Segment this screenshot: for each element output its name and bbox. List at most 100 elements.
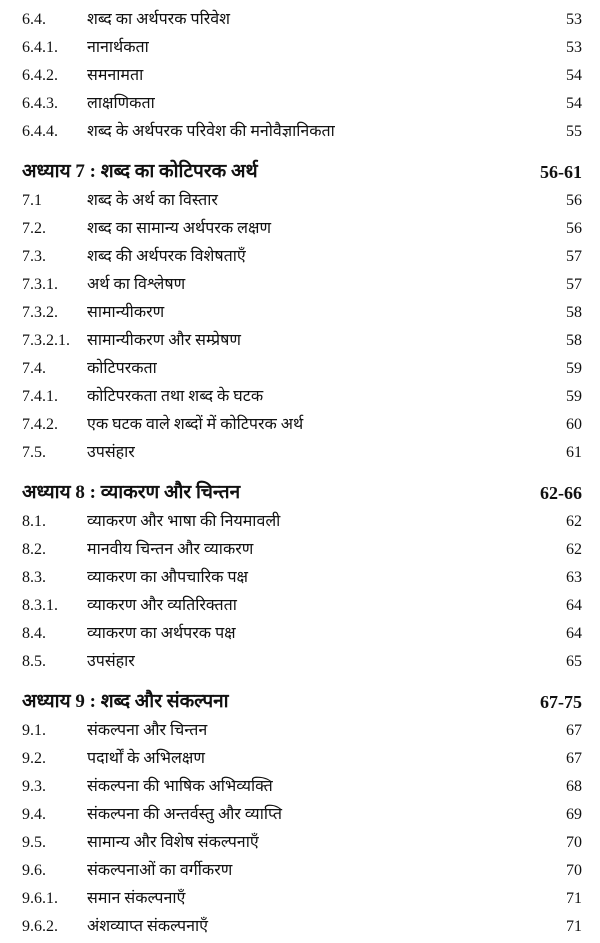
page-number: 61 <box>566 444 582 461</box>
toc-entry: 6.4.2. समनामता 54 <box>0 62 600 90</box>
toc-entry: 9.6. संकल्पनाओं का वर्गीकरण 70 <box>0 857 600 885</box>
section-number: 6.4. <box>22 11 46 28</box>
toc-entry: 7.3.1. अर्थ का विश्लेषण 57 <box>0 271 600 299</box>
section-number: 7.4.1. <box>22 388 58 405</box>
chapter-title: अध्याय 9 : शब्द और संकल्पना <box>22 691 229 712</box>
section-number: 9.6.2. <box>22 918 58 935</box>
section-number: 6.4.3. <box>22 95 58 112</box>
toc-entry: 9.4. संकल्पना की अन्तर्वस्तु और व्याप्ति 6… <box>0 801 600 829</box>
section-number: 8.1. <box>22 513 46 530</box>
page-number: 69 <box>566 806 582 823</box>
section-title: संकल्पना की अन्तर्वस्तु और व्याप्ति <box>87 806 283 823</box>
section-number: 7.3.2. <box>22 304 58 321</box>
toc-entry: 7.3.2. सामान्यीकरण 58 <box>0 299 600 327</box>
toc-entry: 6.4.3. लाक्षणिकता 54 <box>0 90 600 118</box>
toc-entry: 9.6.1. समान संकल्पनाएँ 71 <box>0 885 600 913</box>
page-number: 54 <box>566 95 582 112</box>
section-number: 8.5. <box>22 653 46 670</box>
section-number: 9.6. <box>22 862 46 879</box>
page-number: 59 <box>566 360 582 377</box>
section-number: 9.6.1. <box>22 890 58 907</box>
toc-entry: 6.4.4. शब्द के अर्थपरक परिवेश की मनोवैज्ञ… <box>0 118 600 146</box>
page-number: 68 <box>566 778 582 795</box>
section-title: उपसंहार <box>87 444 135 461</box>
section-title: संकल्पनाओं का वर्गीकरण <box>87 862 233 879</box>
section-title: अर्थ का विश्लेषण <box>87 276 186 293</box>
section-title: व्याकरण और व्यतिरिक्तता <box>87 597 237 614</box>
section-number: 7.4. <box>22 360 46 377</box>
section-number: 8.2. <box>22 541 46 558</box>
section-number: 7.2. <box>22 220 46 237</box>
page-number: 53 <box>566 11 582 28</box>
section-title: एक घटक वाले शब्दों में कोटिपरक अर्थ <box>87 416 304 433</box>
page-number: 65 <box>566 653 582 670</box>
toc-entry: 7.1 शब्द के अर्थ का विस्तार 56 <box>0 187 600 215</box>
section-title: शब्द के अर्थपरक परिवेश की मनोवैज्ञानिकता <box>87 123 335 140</box>
section-title: समनामता <box>87 67 144 84</box>
page-number: 60 <box>566 416 582 433</box>
section-title: उपसंहार <box>87 653 135 670</box>
section-title: संकल्पना और चिन्तन <box>87 722 208 739</box>
section-title: व्याकरण का अर्थपरक पक्ष <box>87 625 236 642</box>
section-number: 9.1. <box>22 722 46 739</box>
toc-entry: 6.4.1. नानार्थकता 53 <box>0 34 600 62</box>
page-number: 64 <box>566 625 582 642</box>
section-title: नानार्थकता <box>87 39 149 56</box>
section-number: 8.3.1. <box>22 597 58 614</box>
section-title: संकल्पना की भाषिक अभिव्यक्ति <box>87 778 273 795</box>
chapter-page-range: 56-61 <box>540 162 582 182</box>
section-number: 8.4. <box>22 625 46 642</box>
section-number: 6.4.2. <box>22 67 58 84</box>
section-title: सामान्यीकरण और सम्प्रेषण <box>87 332 241 349</box>
toc-entry: 9.6.2. अंशव्याप्त संकल्पनाएँ 71 <box>0 913 600 941</box>
chapter-heading: अध्याय 9 : शब्द और संकल्पना 67-75 <box>0 687 600 717</box>
chapter-heading: अध्याय 8 : व्याकरण और चिन्तन 62-66 <box>0 478 600 508</box>
chapter-page-range: 67-75 <box>540 692 582 712</box>
page-number: 55 <box>566 123 582 140</box>
toc-entry: 9.3. संकल्पना की भाषिक अभिव्यक्ति 68 <box>0 773 600 801</box>
section-title: सामान्य और विशेष संकल्पनाएँ <box>87 834 259 851</box>
section-number: 9.5. <box>22 834 46 851</box>
toc-entry: 7.3. शब्द की अर्थपरक विशेषताएँ 57 <box>0 243 600 271</box>
toc-entry: 8.4. व्याकरण का अर्थपरक पक्ष 64 <box>0 620 600 648</box>
chapter-title: अध्याय 8 : व्याकरण और चिन्तन <box>22 482 241 503</box>
section-number: 6.4.1. <box>22 39 58 56</box>
toc-entry: 6.4. शब्द का अर्थपरक परिवेश 53 <box>0 6 600 34</box>
section-title: सामान्यीकरण <box>87 304 165 321</box>
section-number: 9.2. <box>22 750 46 767</box>
toc-entry: 8.3.1. व्याकरण और व्यतिरिक्तता 64 <box>0 592 600 620</box>
section-title: पदार्थों के अभिलक्षण <box>87 750 205 767</box>
section-number: 7.1 <box>22 192 42 209</box>
toc-entry: 7.4.1. कोटिपरकता तथा शब्द के घटक 59 <box>0 383 600 411</box>
toc-entry: 7.3.2.1. सामान्यीकरण और सम्प्रेषण 58 <box>0 327 600 355</box>
section-number: 6.4.4. <box>22 123 58 140</box>
page-number: 67 <box>566 722 582 739</box>
toc-entry: 8.3. व्याकरण का औपचारिक पक्ष 63 <box>0 564 600 592</box>
section-number: 7.4.2. <box>22 416 58 433</box>
section-title: शब्द का अर्थपरक परिवेश <box>87 11 231 28</box>
section-number: 9.3. <box>22 778 46 795</box>
section-number: 7.5. <box>22 444 46 461</box>
section-title: लाक्षणिकता <box>87 95 155 112</box>
toc-entry: 7.5. उपसंहार 61 <box>0 439 600 467</box>
section-title: अंशव्याप्त संकल्पनाएँ <box>87 918 208 935</box>
chapter-page-range: 62-66 <box>540 483 582 503</box>
page-number: 57 <box>566 276 582 293</box>
section-title: कोटिपरकता <box>87 360 157 377</box>
toc-entry: 7.4. कोटिपरकता 59 <box>0 355 600 383</box>
section-title: शब्द की अर्थपरक विशेषताएँ <box>87 248 246 265</box>
page-number: 56 <box>566 192 582 209</box>
toc-entry: 8.1. व्याकरण और भाषा की नियमावली 62 <box>0 508 600 536</box>
page-number: 67 <box>566 750 582 767</box>
section-title: समान संकल्पनाएँ <box>87 890 186 907</box>
section-title: कोटिपरकता तथा शब्द के घटक <box>87 388 264 405</box>
page-number: 59 <box>566 388 582 405</box>
page-number: 63 <box>566 569 582 586</box>
page-number: 57 <box>566 248 582 265</box>
page-number: 56 <box>566 220 582 237</box>
chapter-title: अध्याय 7 : शब्द का कोटिपरक अर्थ <box>22 161 258 182</box>
page-number: 70 <box>566 834 582 851</box>
page-number: 64 <box>566 597 582 614</box>
toc-entry: 7.4.2. एक घटक वाले शब्दों में कोटिपरक अर्… <box>0 411 600 439</box>
page-number: 53 <box>566 39 582 56</box>
